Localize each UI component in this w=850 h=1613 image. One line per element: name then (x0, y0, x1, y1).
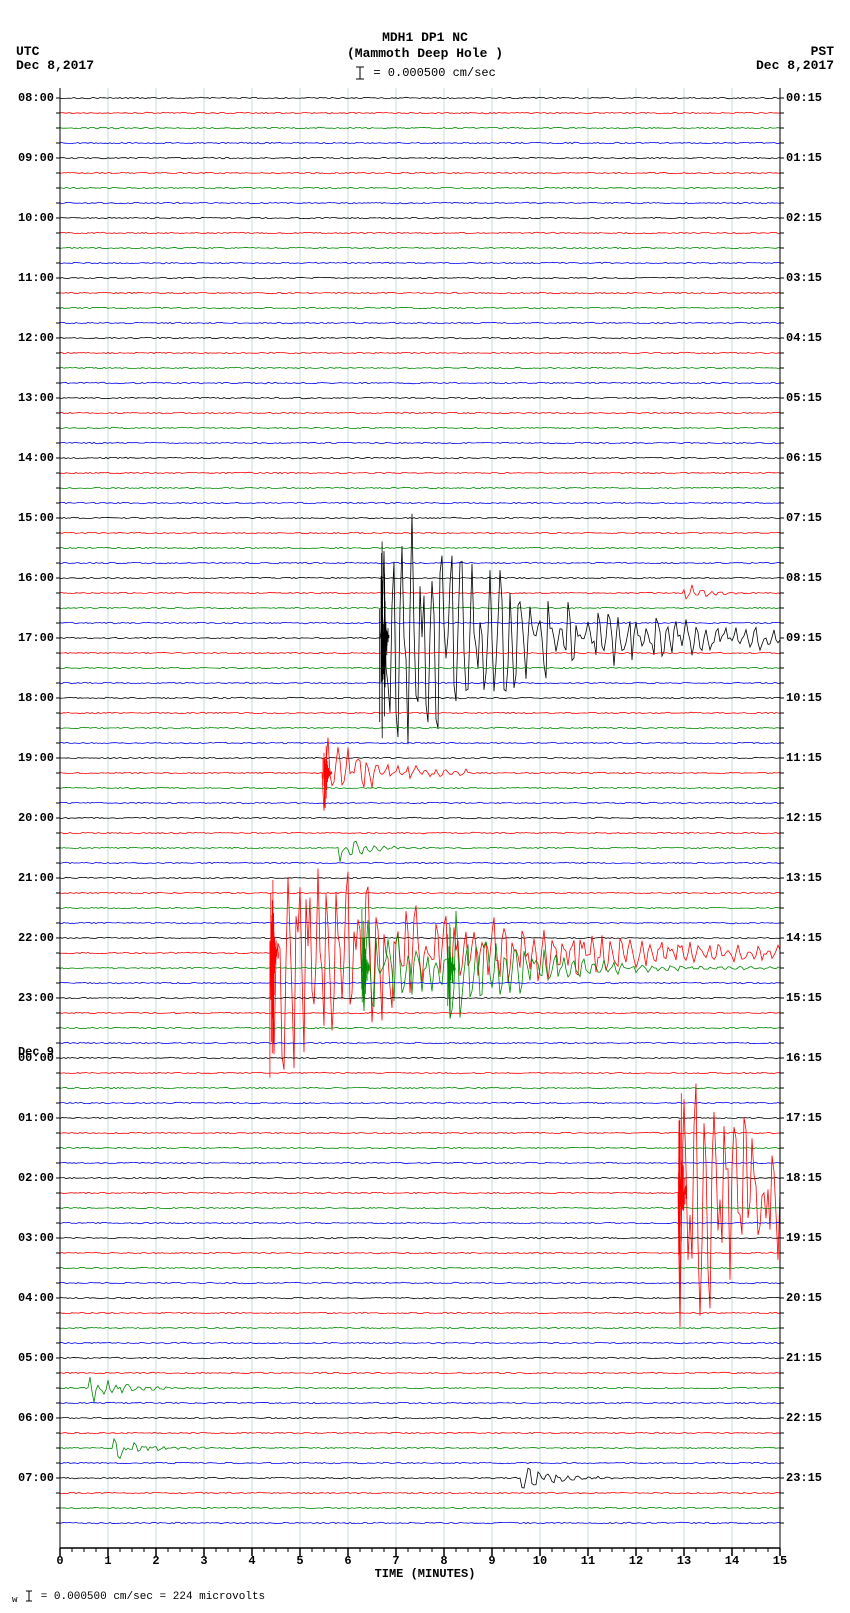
scale-text: = 0.000500 cm/sec (373, 66, 495, 80)
utc-hour-label: 19:00 (18, 751, 54, 765)
x-tick-label: 3 (200, 1554, 207, 1568)
pst-hour-label: 19:15 (786, 1231, 822, 1245)
utc-hour-label: 09:00 (18, 151, 54, 165)
pst-hour-label: 23:15 (786, 1471, 822, 1485)
pst-hour-label: 15:15 (786, 991, 822, 1005)
utc-hour-label: 08:00 (18, 91, 54, 105)
title-line1: MDH1 DP1 NC (0, 30, 850, 45)
utc-hour-label: 01:00 (18, 1111, 54, 1125)
pst-hour-label: 03:15 (786, 271, 822, 285)
x-tick-label: 10 (533, 1554, 547, 1568)
utc-hour-label: 13:00 (18, 391, 54, 405)
utc-hour-label: 18:00 (18, 691, 54, 705)
x-axis-label: TIME (MINUTES) (0, 1567, 850, 1581)
pst-hour-label: 08:15 (786, 571, 822, 585)
x-tick-label: 6 (344, 1554, 351, 1568)
utc-hour-label: 16:00 (18, 571, 54, 585)
utc-hour-label: 23:00 (18, 991, 54, 1005)
pst-hour-label: 18:15 (786, 1171, 822, 1185)
pst-hour-label: 16:15 (786, 1051, 822, 1065)
utc-hour-label: 12:00 (18, 331, 54, 345)
x-tick-label: 1 (104, 1554, 111, 1568)
pst-hour-label: 22:15 (786, 1411, 822, 1425)
x-tick-label: 9 (488, 1554, 495, 1568)
pst-hour-label: 21:15 (786, 1351, 822, 1365)
pst-hour-label: 00:15 (786, 91, 822, 105)
utc-hour-label: 20:00 (18, 811, 54, 825)
pst-hour-label: 06:15 (786, 451, 822, 465)
pst-hour-label: 01:15 (786, 151, 822, 165)
pst-hour-label: 05:15 (786, 391, 822, 405)
pst-hour-label: 04:15 (786, 331, 822, 345)
utc-hour-label: 10:00 (18, 211, 54, 225)
seismogram-plot: 012345678910111213141508:0009:0010:0011:… (60, 88, 780, 1548)
utc-hour-label: 11:00 (18, 271, 54, 285)
x-tick-label: 14 (725, 1554, 739, 1568)
timezone-right: PST (811, 44, 834, 59)
timezone-left: UTC (16, 44, 39, 59)
x-tick-label: 2 (152, 1554, 159, 1568)
seismogram-svg (60, 88, 780, 1578)
x-tick-label: 11 (581, 1554, 595, 1568)
utc-hour-label: 22:00 (18, 931, 54, 945)
pst-hour-label: 13:15 (786, 871, 822, 885)
pst-hour-label: 11:15 (786, 751, 822, 765)
pst-hour-label: 14:15 (786, 931, 822, 945)
utc-date-mark: Dec 9 (18, 1045, 54, 1059)
date-left: Dec 8,2017 (16, 58, 94, 73)
x-tick-label: 12 (629, 1554, 643, 1568)
utc-hour-label: 14:00 (18, 451, 54, 465)
pst-hour-label: 09:15 (786, 631, 822, 645)
utc-hour-label: 05:00 (18, 1351, 54, 1365)
date-right: Dec 8,2017 (756, 58, 834, 73)
x-tick-label: 8 (440, 1554, 447, 1568)
pst-hour-label: 12:15 (786, 811, 822, 825)
pst-hour-label: 02:15 (786, 211, 822, 225)
pst-hour-label: 10:15 (786, 691, 822, 705)
title-line2: (Mammoth Deep Hole ) (0, 46, 850, 61)
x-tick-label: 4 (248, 1554, 255, 1568)
x-tick-label: 7 (392, 1554, 399, 1568)
pst-hour-label: 17:15 (786, 1111, 822, 1125)
utc-hour-label: 17:00 (18, 631, 54, 645)
utc-hour-label: 07:00 (18, 1471, 54, 1485)
x-tick-label: 5 (296, 1554, 303, 1568)
utc-hour-label: 03:00 (18, 1231, 54, 1245)
scale-indicator: = 0.000500 cm/sec (0, 66, 850, 80)
utc-hour-label: 21:00 (18, 871, 54, 885)
utc-hour-label: 02:00 (18, 1171, 54, 1185)
pst-hour-label: 07:15 (786, 511, 822, 525)
x-tick-label: 13 (677, 1554, 691, 1568)
footer-scale: w = 0.000500 cm/sec = 224 microvolts (12, 1590, 265, 1605)
pst-hour-label: 20:15 (786, 1291, 822, 1305)
x-tick-label: 15 (773, 1554, 787, 1568)
utc-hour-label: 06:00 (18, 1411, 54, 1425)
x-tick-label: 0 (56, 1554, 63, 1568)
utc-hour-label: 15:00 (18, 511, 54, 525)
utc-hour-label: 04:00 (18, 1291, 54, 1305)
